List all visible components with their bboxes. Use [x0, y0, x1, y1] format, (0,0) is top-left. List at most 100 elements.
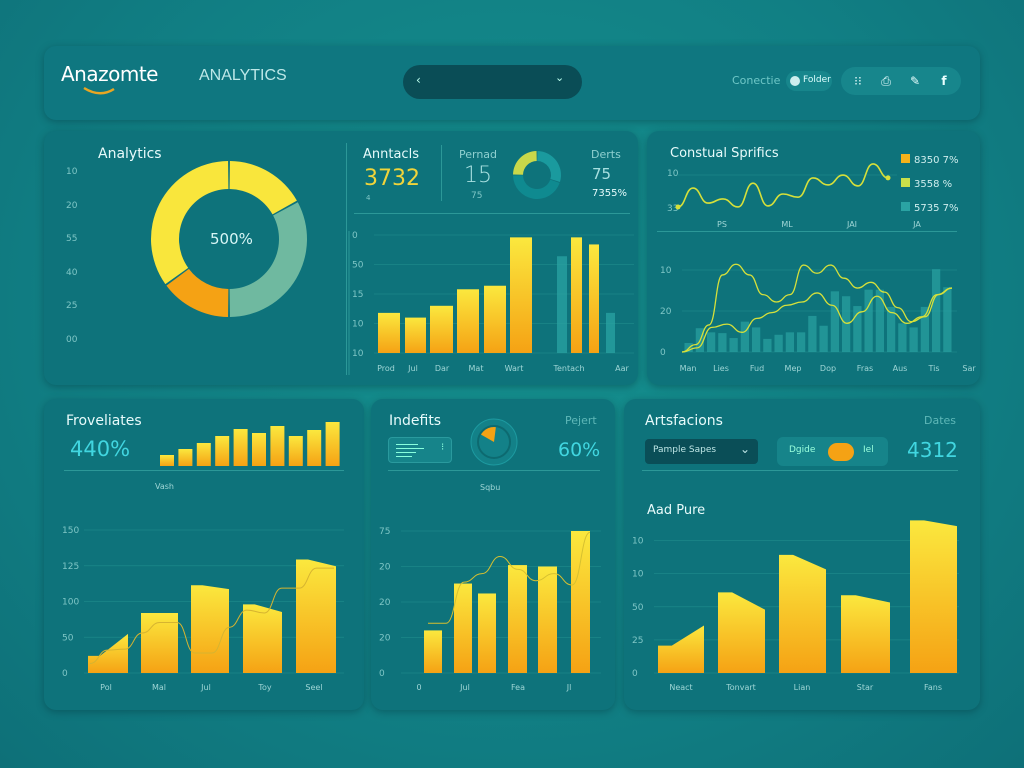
facebook-icon[interactable]: f — [941, 74, 947, 88]
axis-x-label: Aar — [615, 364, 629, 373]
text-line — [396, 452, 416, 453]
axis-x-label: Wart — [505, 364, 524, 373]
axis-x-label: Toy — [257, 683, 271, 692]
axis-tick-label: 20 — [660, 307, 672, 317]
bar — [887, 306, 896, 352]
axis-x-label: Mep — [785, 364, 802, 373]
series-line — [89, 567, 334, 664]
bar — [430, 305, 453, 353]
folder-toggle[interactable]: Folder — [786, 71, 832, 91]
bar — [718, 333, 727, 352]
indefits-caption: Sqbu — [480, 483, 501, 492]
bar — [484, 285, 506, 353]
toggle-knob — [790, 76, 800, 86]
axis-x-label: Tonvart — [725, 683, 756, 692]
axis-x-label: Fea — [511, 683, 525, 692]
axis-x-label: Star — [857, 683, 874, 692]
divider — [64, 470, 344, 471]
divider — [642, 470, 958, 471]
period-value: 15 — [464, 163, 492, 188]
axis-x-label: Seel — [305, 683, 322, 692]
view-toggle[interactable]: Dgide Iel — [777, 437, 888, 466]
toggle-right-label[interactable]: Iel — [863, 445, 874, 455]
brush-icon[interactable]: ✎ — [909, 74, 921, 88]
derts-value: 75 — [592, 165, 612, 183]
axis-tick-label: 20 — [379, 634, 391, 644]
axis-tick-label: 0 — [660, 348, 666, 358]
axis-tick-label: 50 — [62, 633, 74, 643]
axis-x-label: Aus — [893, 364, 908, 373]
search-box[interactable]: ⁝ — [388, 437, 452, 463]
logo-smile-icon — [83, 86, 115, 95]
section-title: ANALYTICS — [199, 67, 287, 84]
legend-swatch — [901, 202, 910, 211]
mini-donut-chart — [513, 151, 561, 200]
bar — [233, 429, 248, 466]
axis-x-label: Lies — [713, 364, 729, 373]
bar — [252, 433, 266, 466]
axis-tick-label: 100 — [62, 598, 79, 608]
series-line — [427, 531, 591, 624]
axis-tick-label: 0 — [352, 231, 358, 241]
bar — [510, 237, 532, 353]
axis-tick-label: 15 — [352, 290, 363, 300]
chevron-down-icon: ⌄ — [740, 442, 751, 456]
axis-x-label: PS — [717, 220, 727, 229]
sample-dropdown[interactable]: Pample Sapes ⌄ — [645, 439, 758, 464]
froveliates-panel: Froveliates 440% Vash 0 50 100 125 150 Pol Mal… — [44, 399, 364, 710]
bar — [819, 325, 828, 352]
bar — [457, 289, 479, 353]
bar — [707, 332, 716, 352]
froveliates-value: 440% — [70, 437, 131, 461]
axis-x-label: Mat — [469, 364, 484, 373]
axis-tick-label: 10 — [352, 320, 364, 330]
toggle-left-label[interactable]: Dgide — [789, 445, 816, 455]
bar — [307, 430, 322, 466]
anntacls-bar-chart: 10 10 15 50 0 Prod Jul Dar Mat Wart Tentach Aar — [348, 231, 634, 375]
connect-label: Conectie — [732, 74, 781, 87]
bar — [684, 342, 693, 352]
bar — [920, 306, 929, 352]
axis-tick-label: 0 — [62, 669, 68, 679]
axis-x-label: JA — [912, 220, 921, 229]
grid-icon[interactable]: ⁝⁝ — [854, 74, 862, 88]
axis-tick-label: 40 — [66, 267, 78, 278]
axis-tick-label: 10 — [660, 266, 672, 276]
axis-x-label: Tis — [927, 364, 939, 373]
period-selector[interactable]: ‹ ⌄ — [403, 65, 582, 99]
bar — [571, 531, 590, 673]
axis-tick-label: 0 — [379, 669, 385, 679]
artsfacions-panel: Artsfacions Pample Sapes ⌄ Dgide Iel Dat… — [624, 399, 980, 710]
bar — [932, 269, 941, 352]
bar — [909, 327, 918, 352]
legend-label: 8350 7% — [914, 155, 959, 166]
pie-slice — [513, 151, 537, 175]
bar — [88, 633, 128, 673]
axis-tick-label: 10 — [632, 537, 644, 547]
bar — [779, 554, 826, 673]
logo[interactable]: Anazomte — [61, 62, 158, 86]
chevron-left-icon[interactable]: ‹ — [416, 73, 421, 87]
bar — [729, 338, 738, 352]
bar — [658, 625, 704, 673]
legend-swatch — [901, 154, 910, 163]
axis-x-label: Man — [680, 364, 697, 373]
indefits-panel: Indefits ⁝ Pejert 60% Sqbu 0 20 20 20 75 0 Jul… — [371, 399, 615, 710]
document-icon[interactable]: ⎙ — [881, 74, 891, 88]
pie-slice — [513, 175, 560, 200]
bar — [405, 317, 426, 353]
axis-x-label: Tentach — [552, 364, 584, 373]
toggle-switch[interactable] — [828, 443, 854, 461]
legend-swatch — [901, 178, 910, 187]
coastal-panel: Constual Sprifics 8350 7% 3558 % 5735 7% 1… — [647, 131, 980, 385]
bar — [875, 289, 884, 352]
derts-percent: 7355% — [592, 188, 627, 199]
bar — [853, 306, 862, 352]
bar — [718, 592, 765, 673]
period-label: Pernad — [459, 148, 498, 161]
chevron-down-icon[interactable]: ⌄ — [555, 71, 565, 84]
dates-label: Dates — [924, 414, 957, 427]
divider — [441, 145, 442, 201]
froveliates-caption: Vash — [155, 482, 174, 491]
bar — [296, 559, 336, 673]
